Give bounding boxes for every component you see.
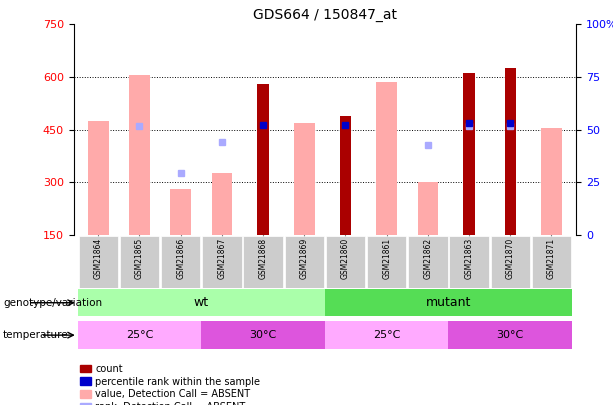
FancyBboxPatch shape bbox=[367, 236, 406, 288]
FancyBboxPatch shape bbox=[449, 322, 572, 349]
Bar bbox=[88, 121, 109, 235]
Text: temperature: temperature bbox=[3, 330, 69, 340]
Bar bbox=[463, 73, 474, 235]
FancyBboxPatch shape bbox=[490, 236, 530, 288]
FancyBboxPatch shape bbox=[120, 236, 159, 288]
Text: rank, Detection Call = ABSENT: rank, Detection Call = ABSENT bbox=[95, 403, 245, 405]
Title: GDS664 / 150847_at: GDS664 / 150847_at bbox=[253, 8, 397, 22]
Bar bbox=[376, 82, 397, 235]
Bar bbox=[211, 173, 232, 235]
FancyBboxPatch shape bbox=[202, 236, 242, 288]
Text: value, Detection Call = ABSENT: value, Detection Call = ABSENT bbox=[95, 390, 250, 399]
Bar bbox=[129, 75, 150, 235]
Bar bbox=[541, 128, 562, 235]
Text: count: count bbox=[95, 364, 123, 373]
FancyBboxPatch shape bbox=[243, 236, 283, 288]
FancyBboxPatch shape bbox=[284, 236, 324, 288]
FancyBboxPatch shape bbox=[161, 236, 200, 288]
Text: GSM21865: GSM21865 bbox=[135, 237, 144, 279]
FancyBboxPatch shape bbox=[326, 236, 365, 288]
Text: 25°C: 25°C bbox=[126, 330, 153, 340]
Text: GSM21861: GSM21861 bbox=[382, 237, 391, 279]
Text: GSM21860: GSM21860 bbox=[341, 237, 350, 279]
Text: 30°C: 30°C bbox=[497, 330, 524, 340]
Text: mutant: mutant bbox=[426, 296, 471, 309]
FancyBboxPatch shape bbox=[78, 236, 118, 288]
FancyBboxPatch shape bbox=[325, 289, 572, 316]
Bar bbox=[340, 115, 351, 235]
FancyBboxPatch shape bbox=[531, 236, 571, 288]
Bar bbox=[504, 68, 516, 235]
Text: 30°C: 30°C bbox=[249, 330, 276, 340]
Text: GSM21869: GSM21869 bbox=[300, 237, 309, 279]
Text: 25°C: 25°C bbox=[373, 330, 400, 340]
Bar bbox=[294, 123, 314, 235]
Text: GSM21870: GSM21870 bbox=[506, 237, 515, 279]
Text: GSM21868: GSM21868 bbox=[259, 237, 268, 279]
FancyBboxPatch shape bbox=[78, 322, 201, 349]
Text: GSM21871: GSM21871 bbox=[547, 237, 556, 279]
FancyBboxPatch shape bbox=[78, 289, 325, 316]
Bar bbox=[417, 182, 438, 235]
Text: GSM21867: GSM21867 bbox=[218, 237, 226, 279]
Text: GSM21866: GSM21866 bbox=[176, 237, 185, 279]
Bar bbox=[257, 84, 268, 235]
FancyBboxPatch shape bbox=[408, 236, 447, 288]
FancyBboxPatch shape bbox=[449, 236, 489, 288]
Text: GSM21863: GSM21863 bbox=[465, 237, 474, 279]
Text: GSM21862: GSM21862 bbox=[424, 237, 432, 279]
Text: genotype/variation: genotype/variation bbox=[3, 298, 102, 308]
Text: wt: wt bbox=[194, 296, 209, 309]
Text: percentile rank within the sample: percentile rank within the sample bbox=[95, 377, 260, 386]
Text: GSM21864: GSM21864 bbox=[94, 237, 103, 279]
FancyBboxPatch shape bbox=[201, 322, 325, 349]
FancyBboxPatch shape bbox=[325, 322, 449, 349]
Bar bbox=[170, 189, 191, 235]
